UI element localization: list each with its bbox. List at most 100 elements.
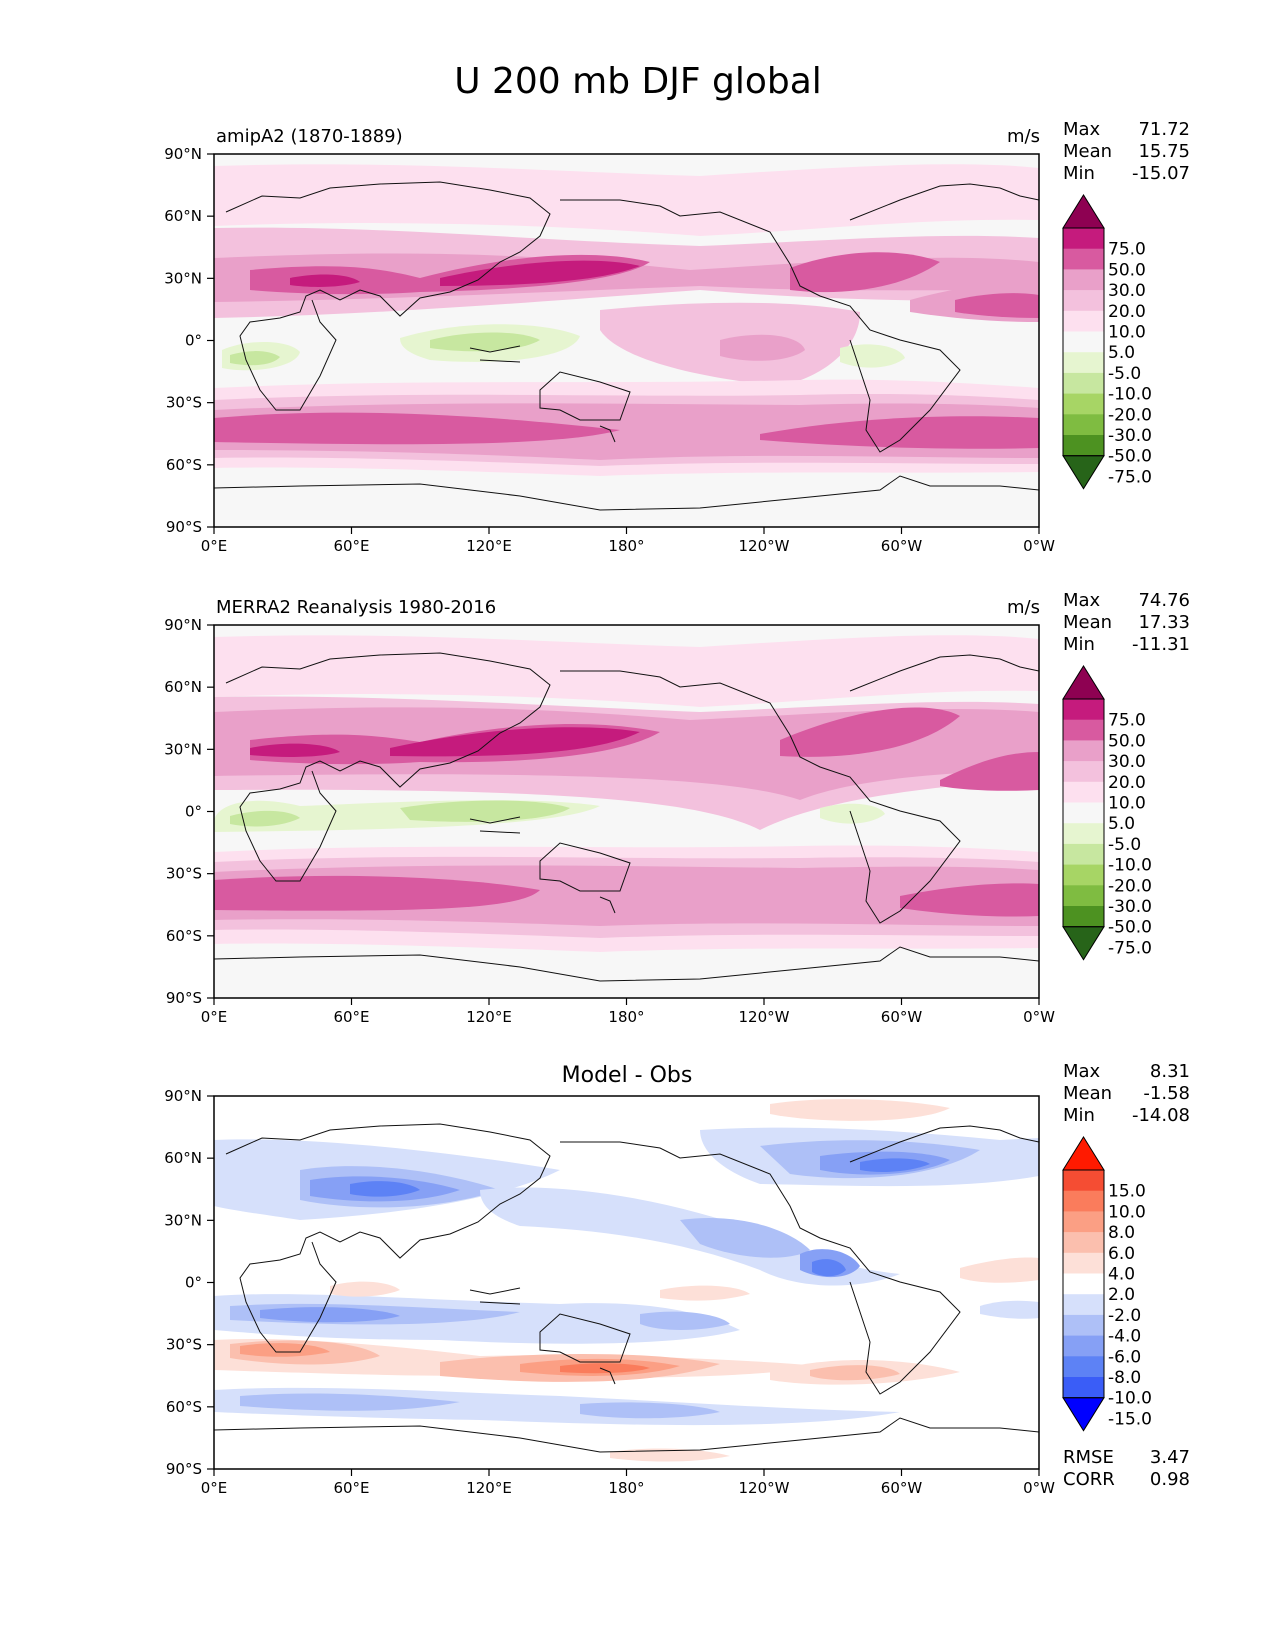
stat-max-value: 74.76 [1138, 590, 1190, 611]
colorbar-band [1063, 331, 1104, 353]
colorbar-label: 50.0 [1108, 260, 1146, 280]
colorbar-band [1063, 843, 1104, 866]
colorbar: 15.010.08.06.04.02.0-2.0-4.0-6.0-8.0-10.… [1062, 1136, 1152, 1432]
panel-observation: MERRA2 Reanalysis 1980-2016 m/s [164, 590, 1190, 1026]
colorbar-band [1063, 1252, 1104, 1274]
stat-max-label: Max [1063, 590, 1101, 611]
lon-tick-label: 0°E [201, 1008, 228, 1026]
lon-tick-label: 120°W [739, 537, 790, 555]
colorbar-label: -5.0 [1108, 364, 1141, 384]
colorbar-band [1063, 1273, 1104, 1295]
panel-difference: Model - Obs [164, 1061, 1190, 1497]
lat-tick-label: 60°S [166, 456, 202, 474]
lon-tick-label: 0°E [201, 1479, 228, 1497]
colorbar-band [1063, 885, 1104, 907]
lat-tick-label: 30°S [166, 865, 202, 883]
colorbar-band [1063, 435, 1104, 457]
colorbar-frame [1062, 698, 1105, 928]
colorbar-label: -10.0 [1108, 856, 1152, 876]
colorbar-band [1063, 393, 1104, 415]
lat-tick-label: 90°S [166, 1460, 202, 1478]
lat-tick-label: 60°N [164, 1149, 202, 1167]
lat-tick-label: 60°S [166, 1398, 202, 1416]
panel-title-center: Model - Obs [562, 1063, 693, 1088]
lat-ticks: 90°N 60°N 30°N 0° 30°S 60°S 90°S [164, 1087, 214, 1478]
lat-ticks: 90°N 60°N 30°N 0° 30°S 60°S 90°S [164, 145, 214, 536]
panel-title-left: amipA2 (1870-1889) [216, 126, 403, 147]
lon-ticks: 0°E 60°E 120°E 180° 120°W 60°W 0°W [201, 1469, 1055, 1497]
colorbar-band [1063, 1232, 1104, 1254]
corr-label: CORR [1063, 1469, 1115, 1490]
figure-title: U 200 mb DJF global [454, 61, 822, 102]
colorbar-band [1063, 699, 1104, 721]
colorbar-band [1063, 1190, 1104, 1212]
colorbar-band [1063, 740, 1104, 762]
colorbar-band [1063, 414, 1104, 436]
colorbar-band [1063, 1314, 1104, 1337]
lat-ticks: 90°N 60°N 30°N 0° 30°S 60°S 90°S [164, 616, 214, 1007]
lat-tick-label: 0° [185, 332, 202, 350]
colorbar-frame [1062, 227, 1105, 457]
map-field [214, 154, 1039, 527]
lat-tick-label: 60°N [164, 207, 202, 225]
stat-min-label: Min [1063, 163, 1095, 184]
lat-tick-label: 90°S [166, 518, 202, 536]
lat-tick-label: 30°S [166, 1336, 202, 1354]
colorbar-label: 30.0 [1108, 752, 1146, 772]
colorbar-label: 15.0 [1108, 1182, 1146, 1202]
lon-tick-label: 120°W [739, 1008, 790, 1026]
colorbar-label: 2.0 [1108, 1285, 1135, 1305]
stat-max-label: Max [1063, 119, 1101, 140]
lat-tick-label: 90°N [164, 1087, 202, 1105]
lon-tick-label: 60°W [881, 1479, 923, 1497]
lat-tick-label: 0° [185, 1274, 202, 1292]
colorbar-label: 10.0 [1108, 1202, 1146, 1222]
lat-tick-label: 30°S [166, 394, 202, 412]
map-field [214, 625, 1039, 998]
colorbar-label: 20.0 [1108, 773, 1146, 793]
colorbar-label: -6.0 [1108, 1347, 1141, 1367]
colorbar-label: -8.0 [1108, 1368, 1141, 1388]
lon-tick-label: 180° [608, 537, 644, 555]
colorbar-label: -30.0 [1108, 426, 1152, 446]
stat-max-value: 71.72 [1138, 119, 1190, 140]
colorbar-label: 6.0 [1108, 1244, 1135, 1264]
colorbar-extend-max [1062, 665, 1105, 700]
colorbar-extend-min [1062, 455, 1105, 490]
colorbar-label: 5.0 [1108, 343, 1135, 363]
rmse-label: RMSE [1063, 1447, 1114, 1468]
stat-mean-value: -1.58 [1143, 1083, 1190, 1104]
lon-tick-label: 180° [608, 1008, 644, 1026]
colorbar-label: 10.0 [1108, 323, 1146, 343]
colorbar-label: -10.0 [1108, 385, 1152, 405]
lon-tick-label: 180° [608, 1479, 644, 1497]
colorbar: 75.050.030.020.010.05.0-5.0-10.0-20.0-30… [1062, 665, 1152, 961]
stat-min-label: Min [1063, 1105, 1095, 1126]
lon-tick-label: 0°W [1023, 537, 1055, 555]
lat-tick-label: 0° [185, 803, 202, 821]
stat-mean-value: 15.75 [1138, 141, 1190, 162]
stat-min-value: -15.07 [1132, 163, 1190, 184]
panel-title-left: MERRA2 Reanalysis 1980-2016 [216, 597, 496, 618]
map-field [214, 1096, 1039, 1469]
colorbar-label: 30.0 [1108, 281, 1146, 301]
stat-max-label: Max [1063, 1061, 1101, 1082]
lat-tick-label: 90°N [164, 616, 202, 634]
colorbar-band [1063, 310, 1104, 332]
colorbar-frame [1062, 1169, 1105, 1399]
panel-model: amipA2 (1870-1889) m/s [164, 119, 1190, 555]
lat-tick-label: 60°N [164, 678, 202, 696]
lon-ticks: 0°E 60°E 120°E 180° 120°W 60°W 0°W [201, 998, 1055, 1026]
colorbar-band [1063, 1211, 1104, 1233]
lon-tick-label: 60°W [881, 1008, 923, 1026]
colorbar-extend-min [1062, 926, 1105, 961]
lon-tick-label: 0°E [201, 537, 228, 555]
lon-tick-label: 60°E [333, 537, 369, 555]
colorbar-band [1063, 802, 1104, 824]
colorbar-band [1063, 228, 1104, 250]
colorbar-extend-max [1062, 194, 1105, 229]
colorbar-label: -50.0 [1108, 918, 1152, 938]
stat-mean-label: Mean [1063, 141, 1112, 162]
colorbar-label: -5.0 [1108, 835, 1141, 855]
